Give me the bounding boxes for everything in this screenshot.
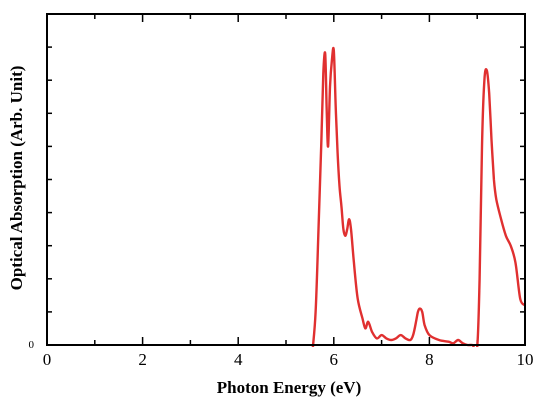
- x-tick-label: 8: [425, 350, 434, 369]
- x-tick-labels: 0 2 4 6 8 10: [43, 350, 534, 369]
- y-tick-label-0: 0: [29, 339, 35, 351]
- x-tick-label: 0: [43, 350, 52, 369]
- x-tick-label: 2: [138, 350, 147, 369]
- ticks-layer: [46, 14, 526, 345]
- x-axis-title: Photon Energy (eV): [217, 378, 361, 397]
- x-tick-label: 4: [234, 350, 243, 369]
- y-axis-title: Optical Absorption (Arb. Unit): [7, 66, 26, 291]
- x-tick-label: 10: [517, 350, 534, 369]
- absorption-series-line: [311, 46, 525, 347]
- x-tick-label: 6: [330, 350, 339, 369]
- plot-frame: [46, 13, 526, 346]
